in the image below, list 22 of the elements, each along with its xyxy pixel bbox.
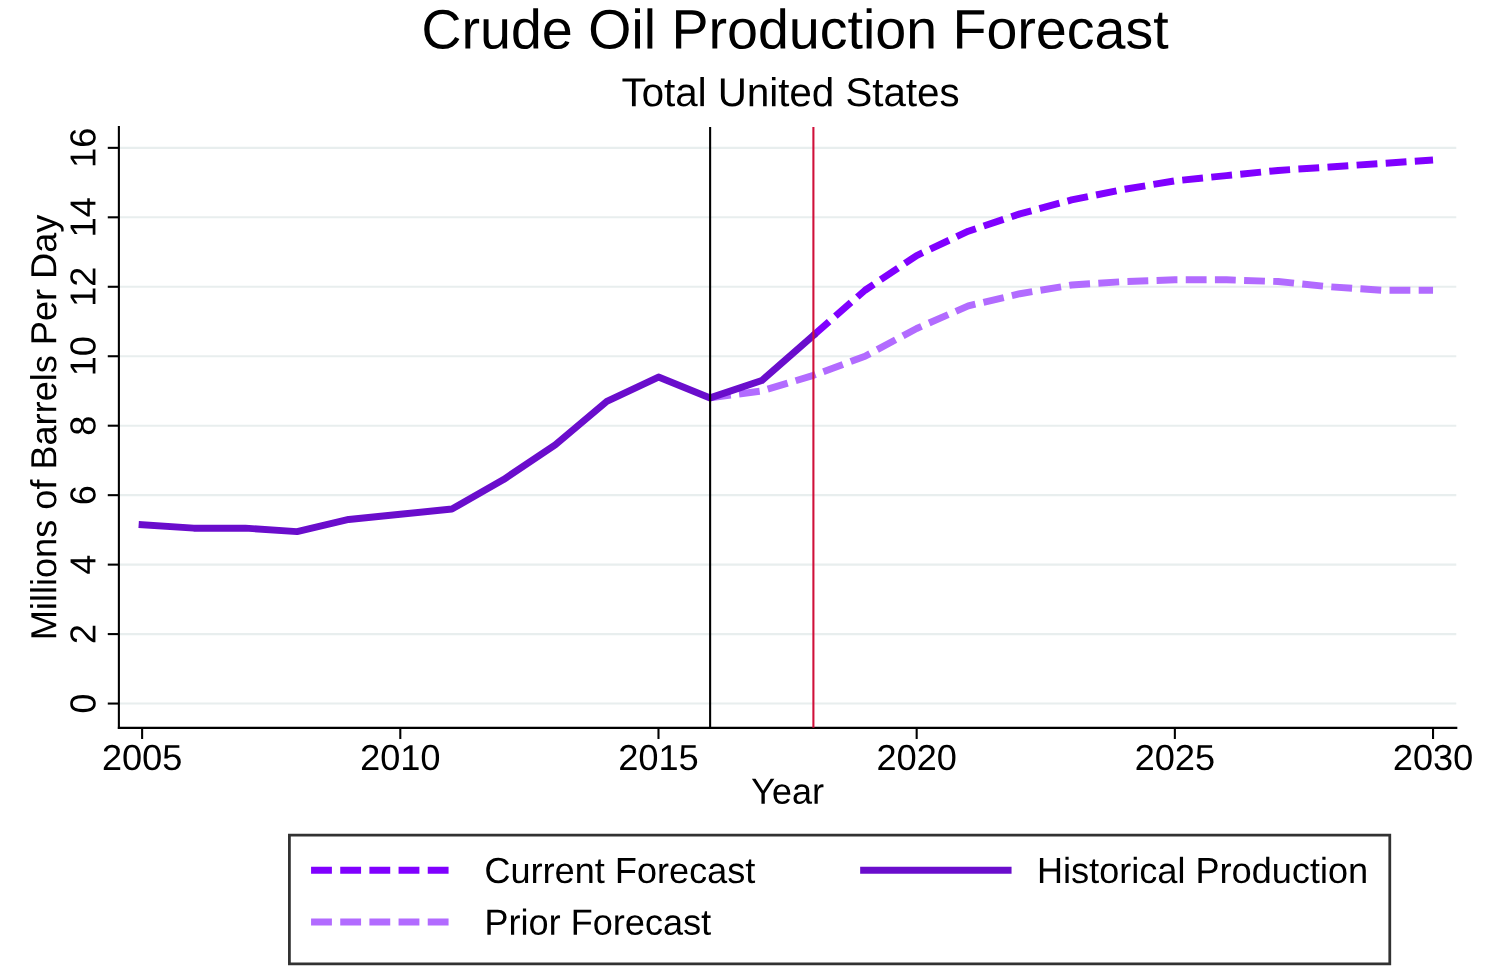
x-tick-label: 2005 bbox=[103, 744, 181, 771]
legend-label: Current Forecast bbox=[486, 857, 756, 884]
chart-subtitle: Total United States bbox=[622, 76, 959, 107]
y-axis-title: Millions of Barrels Per Day bbox=[30, 214, 64, 638]
chart-title: Crude Oil Production Forecast bbox=[424, 8, 1169, 50]
x-tick-label: 2015 bbox=[620, 744, 698, 771]
y-tick-label: 2 bbox=[70, 625, 96, 643]
x-tick-label: 2010 bbox=[361, 744, 440, 771]
x-axis-title: Year bbox=[751, 778, 824, 805]
legend-label: Historical Production bbox=[1039, 856, 1366, 884]
x-tick-label: 2025 bbox=[1136, 744, 1214, 771]
x-tick-label: 2030 bbox=[1394, 744, 1472, 771]
y-tick-label: 16 bbox=[70, 129, 96, 166]
x-tick-label: 2020 bbox=[878, 744, 956, 771]
y-tick-label: 10 bbox=[70, 337, 96, 374]
y-tick-label: 12 bbox=[70, 268, 96, 305]
legend-label: Prior Forecast bbox=[487, 908, 711, 936]
y-tick-label: 14 bbox=[70, 198, 96, 235]
y-tick-label: 6 bbox=[70, 486, 96, 504]
y-tick-label: 0 bbox=[70, 694, 96, 713]
y-tick-label: 4 bbox=[70, 555, 96, 574]
y-tick-label: 8 bbox=[70, 417, 96, 435]
